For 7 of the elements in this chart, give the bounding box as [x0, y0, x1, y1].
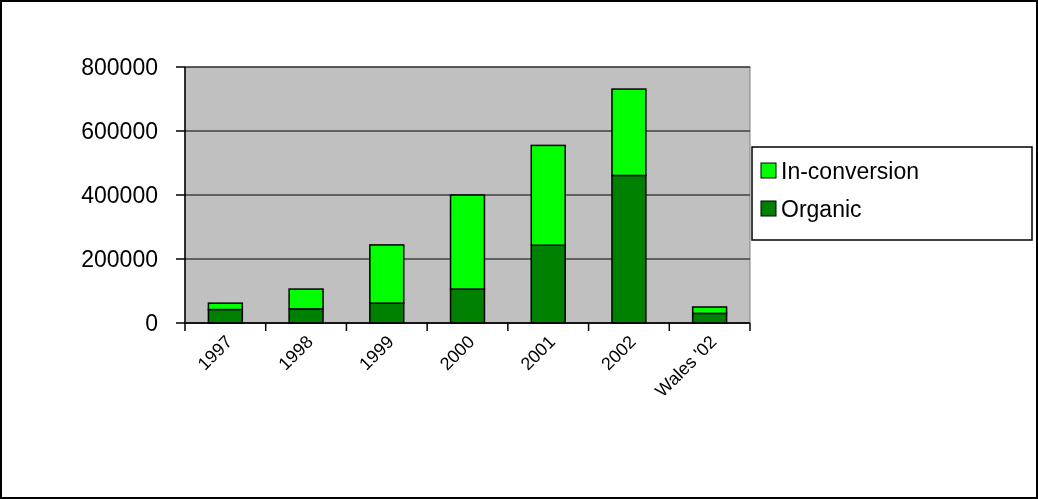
y-tick-label: 200000 [81, 246, 158, 273]
y-tick-label: 600000 [81, 118, 158, 145]
legend-label: In-conversion [781, 158, 920, 185]
y-tick-label: 800000 [81, 54, 158, 81]
y-tick-label: 0 [145, 310, 158, 337]
legend-label: Organic [781, 196, 862, 223]
y-tick-label: 400000 [81, 182, 158, 209]
